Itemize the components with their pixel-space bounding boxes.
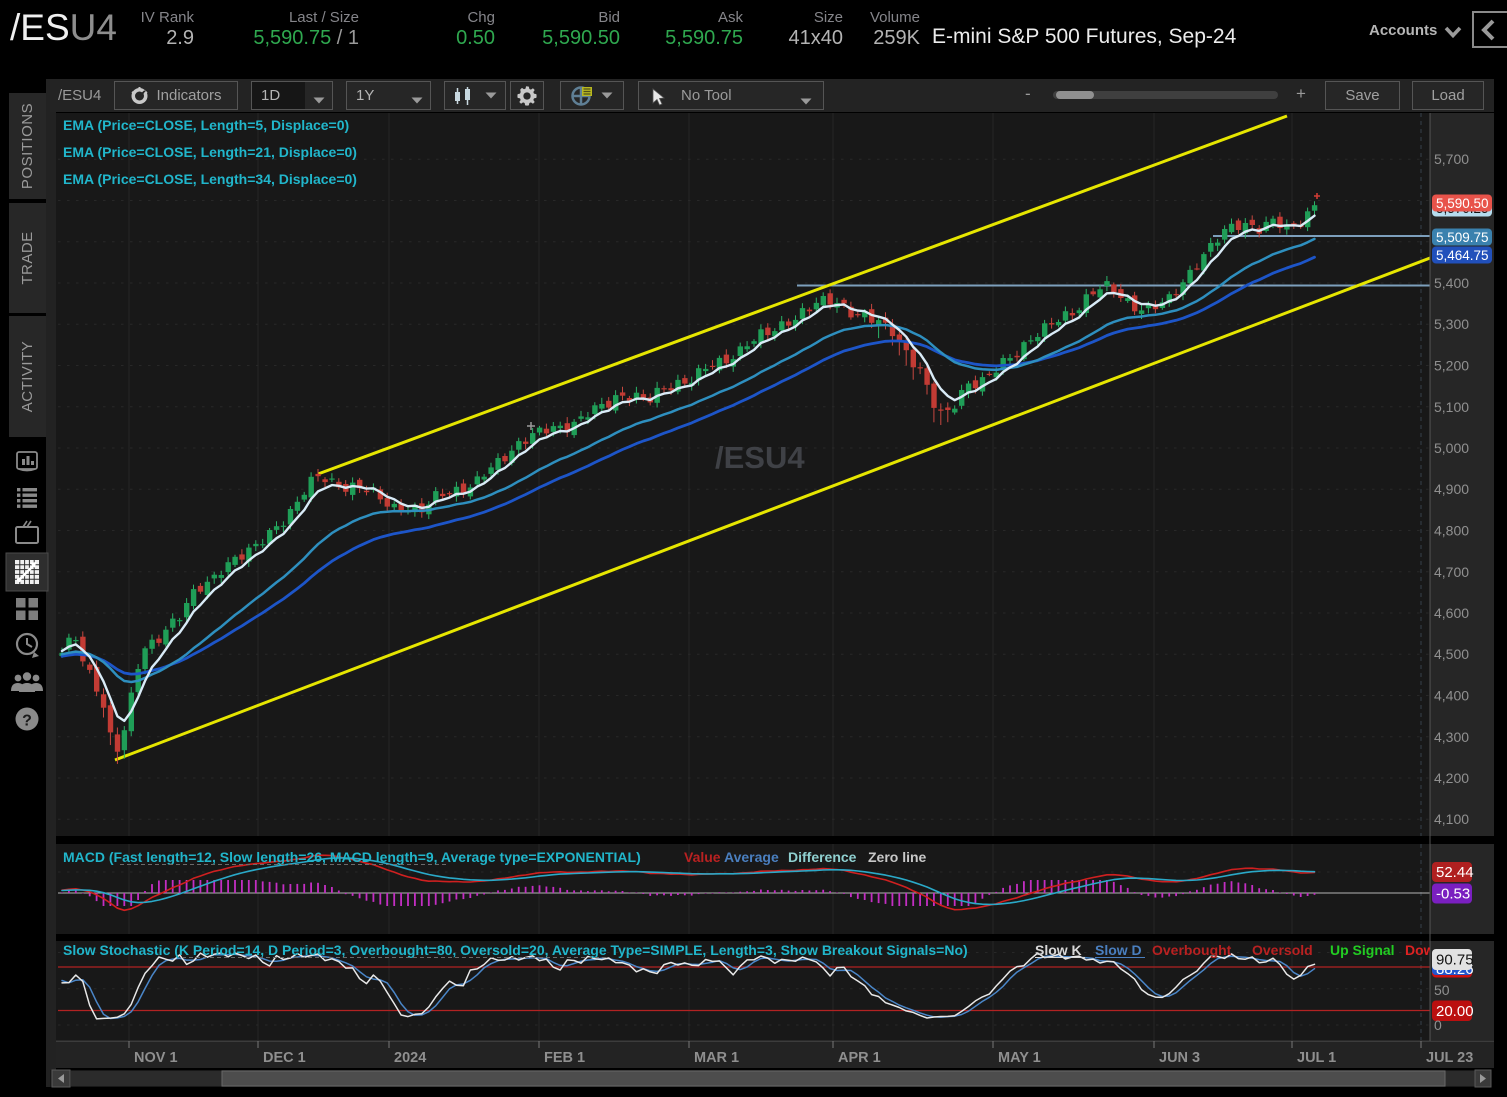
svg-text:52.44: 52.44 [1436, 864, 1474, 881]
svg-text:TRADE: TRADE [19, 231, 36, 284]
svg-text:5,100: 5,100 [1434, 399, 1469, 415]
svg-text:5,700: 5,700 [1434, 151, 1469, 167]
svg-text:5,509.75: 5,509.75 [1436, 230, 1489, 245]
svg-text:4,100: 4,100 [1434, 811, 1469, 827]
svg-text:NOV 1: NOV 1 [134, 1050, 178, 1066]
svg-text:Slow Stochastic (K Period=14,: Slow Stochastic (K Period=14, D Period=3… [63, 942, 968, 958]
svg-text:/ESU4: /ESU4 [715, 440, 805, 475]
svg-text:?: ? [22, 713, 32, 730]
svg-text:JUN 3: JUN 3 [1159, 1050, 1200, 1066]
svg-text:5,590.50: 5,590.50 [1436, 196, 1489, 211]
svg-text:90.75: 90.75 [1436, 952, 1474, 969]
svg-text:4,500: 4,500 [1434, 646, 1469, 662]
svg-text:DEC 1: DEC 1 [263, 1050, 306, 1066]
svg-text:4,600: 4,600 [1434, 605, 1469, 621]
svg-text:POSITIONS: POSITIONS [19, 103, 36, 189]
svg-text:EMA (Price=CLOSE, Length=5, Di: EMA (Price=CLOSE, Length=5, Displace=0) [63, 117, 349, 133]
svg-text:APR 1: APR 1 [838, 1050, 881, 1066]
svg-text:JUL 23: JUL 23 [1426, 1050, 1473, 1066]
svg-text:0: 0 [1434, 1017, 1442, 1033]
svg-text:Oversold: Oversold [1252, 942, 1313, 958]
svg-text:4,200: 4,200 [1434, 770, 1469, 786]
svg-text:5,300: 5,300 [1434, 316, 1469, 332]
svg-text:MAY 1: MAY 1 [998, 1050, 1041, 1066]
svg-text:2024: 2024 [394, 1050, 426, 1066]
svg-text:Difference: Difference [788, 849, 857, 865]
svg-text:4,800: 4,800 [1434, 523, 1469, 539]
svg-text:Slow K: Slow K [1035, 942, 1082, 958]
svg-text:Down Signal: Down Signal [1405, 942, 1489, 958]
svg-text:Slow D: Slow D [1095, 942, 1142, 958]
svg-text:5,400: 5,400 [1434, 275, 1469, 291]
svg-text:5,464.75: 5,464.75 [1436, 248, 1489, 263]
svg-text:-0.53: -0.53 [1436, 886, 1470, 903]
svg-text:Up Signal: Up Signal [1330, 942, 1395, 958]
svg-text:Zero line: Zero line [868, 849, 927, 865]
svg-text:4,400: 4,400 [1434, 688, 1469, 704]
svg-text:Average: Average [724, 849, 779, 865]
svg-text:5,000: 5,000 [1434, 440, 1469, 456]
svg-text:MACD (Fast length=12, Slow len: MACD (Fast length=12, Slow length=26, MA… [63, 849, 641, 865]
svg-text:EMA (Price=CLOSE, Length=34, D: EMA (Price=CLOSE, Length=34, Displace=0) [63, 171, 357, 187]
svg-text:50: 50 [1434, 982, 1450, 998]
svg-text:Value: Value [684, 849, 721, 865]
svg-text:JUL 1: JUL 1 [1297, 1050, 1336, 1066]
svg-text:5,200: 5,200 [1434, 358, 1469, 374]
svg-text:MAR 1: MAR 1 [694, 1050, 739, 1066]
svg-text:20.00: 20.00 [1436, 1003, 1474, 1020]
svg-text:4,300: 4,300 [1434, 729, 1469, 745]
svg-text:EMA (Price=CLOSE, Length=21, D: EMA (Price=CLOSE, Length=21, Displace=0) [63, 144, 357, 160]
svg-text:ACTIVITY: ACTIVITY [19, 341, 36, 413]
svg-text:4,700: 4,700 [1434, 564, 1469, 580]
svg-text:Overbought: Overbought [1152, 942, 1232, 958]
svg-text:FEB 1: FEB 1 [544, 1050, 585, 1066]
svg-text:4,900: 4,900 [1434, 481, 1469, 497]
